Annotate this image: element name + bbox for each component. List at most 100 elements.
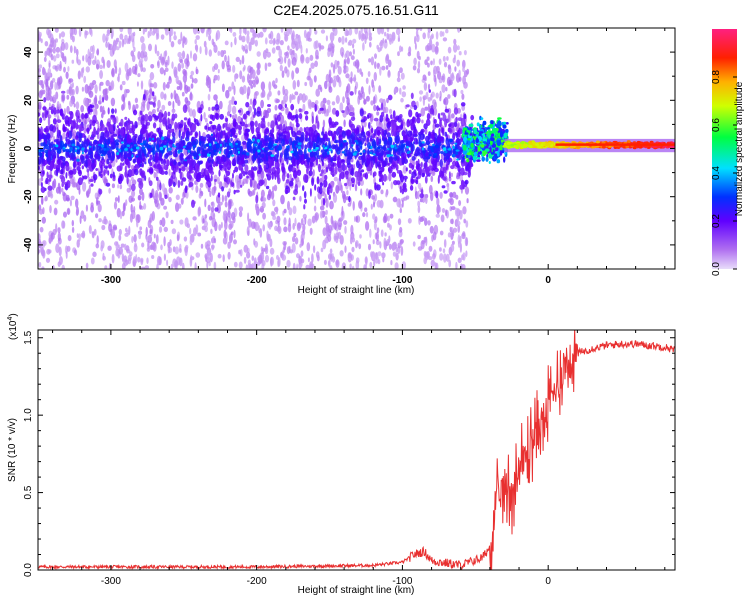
spectrogram-cell [239, 70, 243, 80]
spectrogram-cell [327, 104, 331, 113]
spectrogram-cell [129, 213, 133, 223]
spectrogram-cell [380, 189, 384, 195]
spectrogram-cell [160, 34, 165, 40]
spectrogram-cell [151, 211, 155, 221]
spectrogram-cell [437, 112, 441, 120]
spectrogram-cell [415, 160, 419, 166]
spectrogram-cell [187, 149, 190, 153]
spectrogram-cell [127, 153, 132, 158]
spectrogram-cell [168, 140, 174, 145]
spectrogram-cell [217, 253, 222, 259]
spectrogram-cell [89, 104, 95, 109]
spectrogram-cell [207, 28, 212, 36]
spectrogram-cell [335, 259, 340, 268]
spectrogram-cell [171, 108, 176, 114]
spectrogram-cell [121, 141, 124, 144]
spectrogram-cell [149, 192, 153, 199]
spectrogram-cell [164, 67, 169, 72]
spectrogram-cell [242, 154, 245, 160]
spectrogram-cell [380, 111, 385, 118]
spectrogram-cell [199, 182, 204, 188]
spectrogram-cell [335, 95, 340, 104]
spectrogram-cell [260, 189, 265, 198]
spectrogram-cell [238, 261, 243, 269]
spectrogram-cell [309, 188, 312, 197]
spectrogram-cell [423, 256, 428, 265]
spectrogram-cell [246, 251, 251, 259]
spectrogram-cell [313, 205, 317, 212]
spectrogram-cell [266, 230, 269, 240]
spectrogram-cell [44, 41, 49, 47]
spectrogram-cell [265, 152, 269, 161]
spectrogram-cell [133, 31, 136, 37]
spectrogram-cell [183, 236, 188, 242]
spectrogram-cell [428, 154, 432, 157]
spectrogram-cell [44, 196, 47, 202]
spectrogram-cell [314, 103, 317, 112]
spectrogram-cell [441, 208, 446, 213]
spectrogram-cell [227, 55, 230, 65]
spectrogram-cell [181, 50, 186, 60]
spectrogram-cell [124, 232, 129, 237]
spectrogram-cell [448, 123, 452, 128]
spectrogram-cell [140, 127, 145, 135]
spectrogram-cell [432, 143, 436, 147]
spectrogram-cell [392, 110, 396, 119]
spectrogram-cell [347, 129, 352, 136]
spectrogram-cell [152, 122, 157, 129]
spectrogram-cell [315, 157, 319, 166]
spectrogram-cell [304, 110, 309, 115]
spectrogram-cell [298, 93, 303, 101]
spectrogram-cell [300, 262, 303, 267]
spectrogram-cell [364, 36, 367, 44]
spectrogram-cell [111, 67, 115, 78]
spectrogram-cell [447, 64, 451, 70]
spectrogram-cell [432, 253, 436, 260]
spectrogram-cell [206, 138, 211, 142]
spectrogram-cell [69, 199, 72, 207]
spectrogram-cell [124, 171, 128, 178]
spectrogram-cell [194, 39, 197, 45]
spectrogram-cell [268, 39, 274, 45]
spectrogram-cell [133, 234, 137, 243]
spectrogram-cell [304, 154, 308, 160]
spectrogram-cell [83, 97, 88, 106]
spectrogram-cell [211, 133, 213, 137]
spectrogram-cell [230, 145, 234, 148]
spectrogram-cell [174, 121, 178, 130]
spectrogram-cell [427, 97, 431, 102]
spectrogram-cell [460, 167, 465, 176]
spectrogram-cell [124, 148, 128, 151]
spectrogram-cell [272, 136, 275, 142]
spectrogram-cell [436, 136, 442, 143]
spectrogram-cell [200, 243, 204, 249]
spectrogram-cell [463, 218, 467, 224]
spectrogram-cell [334, 222, 337, 231]
spectrogram-cell [266, 93, 270, 101]
spectrogram-cell [321, 137, 325, 145]
spectrogram-cell [67, 66, 70, 72]
spectrogram-cell [309, 54, 314, 62]
spectrogram-cell [374, 128, 377, 137]
spectrogram-cell [60, 41, 66, 51]
spectrogram-cell [263, 164, 266, 172]
spectrogram-cell [94, 84, 98, 94]
spectrogram-cell [72, 156, 76, 160]
spectrogram-cell [227, 251, 231, 260]
spectrogram-cell [278, 56, 284, 65]
spectrogram-cell [328, 224, 332, 234]
spectrogram-cell [309, 78, 313, 88]
spectrogram-cell [118, 175, 123, 185]
spectrogram-cell [312, 245, 316, 254]
spectrogram-cell [59, 155, 64, 159]
spectrogram-cell [262, 224, 266, 232]
spectrogram-cell [395, 125, 401, 133]
spectrogram-cell [369, 261, 373, 269]
spectrogram-cell [414, 35, 417, 45]
spectrogram-cell [276, 123, 279, 129]
spectrogram-cell [73, 103, 76, 108]
spectrogram-cell [56, 101, 60, 108]
spectrogram-cell [344, 28, 349, 37]
spectrogram-cell [221, 194, 224, 203]
spectrogram-cell [184, 185, 188, 194]
